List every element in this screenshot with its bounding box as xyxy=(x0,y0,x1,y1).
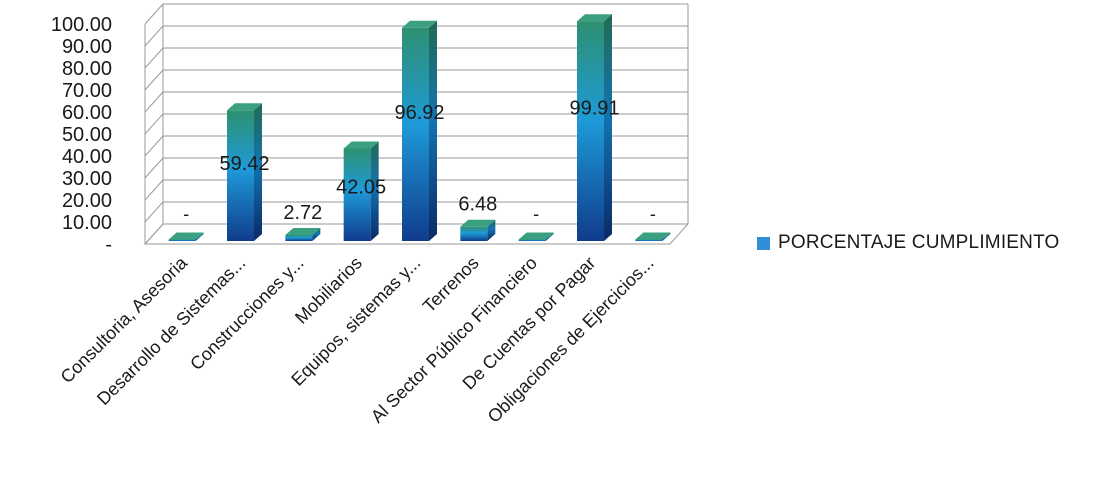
y-tick-label: - xyxy=(105,234,112,256)
data-label: 59.42 xyxy=(219,153,269,175)
y-tick-label: 70.00 xyxy=(62,80,112,102)
floor xyxy=(143,223,690,245)
bar xyxy=(635,232,671,241)
y-tick-label: 40.00 xyxy=(62,146,112,168)
data-label: 99.91 xyxy=(569,98,619,120)
legend-swatch xyxy=(757,236,770,250)
data-label: 42.05 xyxy=(336,177,386,199)
data-label: - xyxy=(650,204,656,224)
legend: PORCENTAJE CUMPLIMIENTO xyxy=(757,232,1060,254)
y-tick-label: 80.00 xyxy=(62,58,112,80)
bar xyxy=(168,232,204,241)
bar xyxy=(577,14,612,242)
y-tick-label: 100.00 xyxy=(51,14,112,36)
bar xyxy=(227,103,262,241)
y-tick-label: 20.00 xyxy=(62,190,112,212)
data-label: 6.48 xyxy=(458,194,497,216)
bar xyxy=(343,141,379,241)
data-label: - xyxy=(533,204,539,224)
y-tick-label: 90.00 xyxy=(62,36,112,58)
data-label: 96.92 xyxy=(394,102,444,124)
bar xyxy=(285,228,321,241)
data-label: 2.72 xyxy=(283,202,322,224)
x-tick-label: Construcciones y... xyxy=(186,253,307,374)
y-tick-label: 50.00 xyxy=(62,124,112,146)
bars xyxy=(168,14,671,242)
gridline xyxy=(144,3,688,25)
legend-label: PORCENTAJE CUMPLIMIENTO xyxy=(778,232,1060,253)
bar xyxy=(402,20,437,241)
bar xyxy=(460,219,496,241)
y-tick-label: 10.00 xyxy=(62,212,112,234)
y-tick-label: 60.00 xyxy=(62,102,112,124)
data-label: - xyxy=(183,204,189,224)
data-labels: - 59.42 2.72 42.05 96.92 6.48 - 99.91 - xyxy=(183,98,656,224)
y-axis-ticks: 100.0090.0080.0070.0060.0050.0040.0030.0… xyxy=(51,14,112,256)
y-tick-label: 30.00 xyxy=(62,168,112,190)
bar xyxy=(518,232,554,241)
